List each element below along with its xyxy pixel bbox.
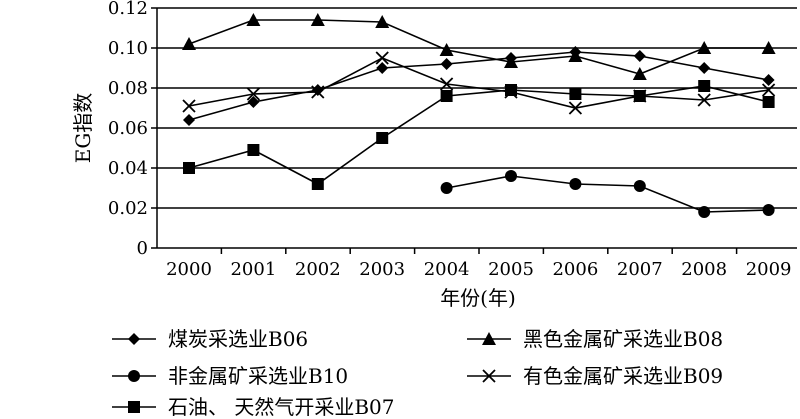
data-point <box>698 80 711 92</box>
data-point <box>376 62 389 74</box>
data-point <box>183 162 195 174</box>
legend-item: 非金属矿采选业B10 <box>112 364 348 388</box>
data-point <box>569 178 582 190</box>
data-point <box>440 58 453 70</box>
data-point <box>697 93 711 107</box>
data-point <box>311 85 325 99</box>
data-point <box>633 90 646 102</box>
data-point <box>440 90 453 102</box>
data-point <box>762 96 775 108</box>
x-marker-stroke <box>246 87 261 101</box>
x-tick-label: 2004 <box>424 259 470 280</box>
x-marker-stroke <box>439 77 454 91</box>
x-marker-stroke <box>311 85 325 99</box>
data-point <box>182 37 196 50</box>
data-point <box>569 88 582 100</box>
x-marker-stroke <box>182 99 196 113</box>
x-tick-label: 2008 <box>681 259 727 280</box>
legend-label: 有色金属矿采选业B09 <box>523 364 723 388</box>
data-point <box>761 83 776 97</box>
data-point <box>698 62 711 74</box>
data-point <box>761 41 776 54</box>
x-tick-label: 2006 <box>552 259 598 280</box>
legend-marker <box>128 333 140 345</box>
data-point <box>568 49 583 62</box>
data-point <box>311 84 324 96</box>
y-tick-label: 0.12 <box>108 0 148 19</box>
x-tick-label: 2007 <box>617 259 663 280</box>
y-axis-label: EG指数 <box>71 93 95 164</box>
y-tick-label: 0.04 <box>108 158 148 179</box>
y-tick-label: 0.06 <box>108 118 148 139</box>
legend-label: 石油、 天然气开采业B07 <box>168 395 395 419</box>
y-tick-label: 0.10 <box>108 38 148 59</box>
data-point <box>440 182 453 194</box>
data-point <box>247 96 260 108</box>
series-square <box>183 80 775 190</box>
data-point <box>439 43 454 56</box>
x-marker-stroke <box>761 83 776 97</box>
x-tick-label: 2001 <box>230 259 276 280</box>
data-point <box>632 67 647 80</box>
data-point <box>697 41 712 54</box>
data-point <box>246 13 261 26</box>
series-line <box>188 19 769 75</box>
legend-label: 黑色金属矿采选业B08 <box>523 327 723 351</box>
series-line <box>188 57 769 109</box>
y-tick-label: 0 <box>137 238 148 259</box>
data-point <box>633 180 646 192</box>
gridlines <box>157 7 797 209</box>
legend-marker <box>128 370 140 382</box>
data-point <box>505 84 517 96</box>
legend-item: 黑色金属矿采选业B08 <box>467 327 723 351</box>
series-diamond <box>183 46 775 126</box>
data-point <box>568 101 583 115</box>
data-point <box>375 15 390 28</box>
data-point <box>247 144 260 156</box>
data-point <box>375 51 389 65</box>
data-point <box>439 77 454 91</box>
x-marker-stroke <box>697 93 711 107</box>
data-point <box>762 204 775 216</box>
data-point <box>762 74 775 86</box>
x-marker-stroke <box>482 369 496 383</box>
data-point <box>182 99 196 113</box>
data-point <box>183 114 195 126</box>
axes: 0 0.02 0.04 0.06 0.08 0.10 0.12 2000 2001 2002 200… <box>108 0 797 280</box>
legend-item: 石油、 天然气开采业B07 <box>112 395 395 419</box>
data-point <box>310 13 325 26</box>
data-point <box>698 206 711 218</box>
data-point <box>376 132 389 144</box>
data-point <box>246 87 261 101</box>
legend-label: 非金属矿采选业B10 <box>168 364 348 388</box>
x-marker-stroke <box>568 101 583 115</box>
series-line <box>188 85 769 185</box>
y-tick-label: 0.02 <box>108 198 148 219</box>
data-point <box>505 170 517 182</box>
data-point <box>311 178 324 190</box>
legend-marker <box>482 369 496 383</box>
x-tick-label: 2005 <box>488 259 534 280</box>
series-line <box>188 51 769 121</box>
x-axis-label: 年份(年) <box>440 286 516 310</box>
series-line <box>446 175 769 213</box>
legend-label: 煤炭采选业B06 <box>168 327 308 351</box>
x-tick-label: 2002 <box>295 259 341 280</box>
x-tick-label: 2000 <box>166 259 212 280</box>
series-layer <box>182 13 776 218</box>
data-point <box>504 55 518 68</box>
legend: 煤炭采选业B06 黑色金属矿采选业B08 非金属矿采选业B10 有色金属矿采选业B09… <box>112 327 723 419</box>
x-tick-label: 2009 <box>746 259 792 280</box>
legend-item: 有色金属矿采选业B09 <box>467 364 723 388</box>
series-triangle <box>182 13 776 80</box>
x-tick-label: 2003 <box>359 259 405 280</box>
legend-item: 煤炭采选业B06 <box>112 327 308 351</box>
x-marker-stroke <box>375 51 389 65</box>
legend-marker <box>482 332 496 345</box>
data-point <box>633 50 646 62</box>
series-circle <box>440 170 775 218</box>
y-tick-label: 0.08 <box>108 78 148 99</box>
legend-marker <box>128 401 140 413</box>
